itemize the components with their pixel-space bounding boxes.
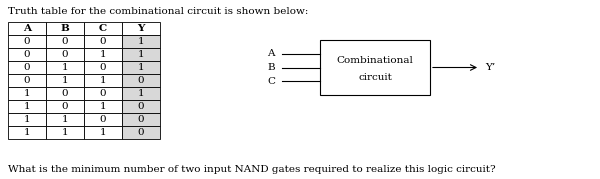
Text: A: A [23,24,31,33]
Text: 1: 1 [23,89,31,98]
Bar [122,48,160,61]
Text: 1: 1 [23,102,31,111]
Bar [8,126,46,139]
Text: 0: 0 [62,37,68,46]
Bar [122,74,160,87]
Bar [8,87,46,100]
Text: 0: 0 [137,115,145,124]
Text: 1: 1 [100,102,106,111]
Text: A: A [268,49,275,58]
Bar [84,35,122,48]
Text: What is the minimum number of two input NAND gates required to realize this logi: What is the minimum number of two input … [8,165,496,174]
Bar [84,61,122,74]
Bar [122,22,160,35]
Bar [8,35,46,48]
Text: 1: 1 [137,37,145,46]
Bar [8,61,46,74]
Text: 0: 0 [23,76,31,85]
Text: 1: 1 [62,63,68,72]
Text: 1: 1 [100,128,106,137]
Bar [46,35,84,48]
Text: 0: 0 [100,89,106,98]
Bar [46,48,84,61]
Text: 1: 1 [137,89,145,98]
Text: 1: 1 [62,76,68,85]
Bar [84,74,122,87]
Bar [320,40,430,95]
Bar [46,126,84,139]
Text: 0: 0 [62,102,68,111]
Bar [122,61,160,74]
Bar [84,22,122,35]
Bar [8,74,46,87]
Text: 0: 0 [100,115,106,124]
Bar [84,87,122,100]
Text: 0: 0 [23,63,31,72]
Bar [122,113,160,126]
Text: 0: 0 [100,37,106,46]
Text: B: B [268,63,275,72]
Text: 0: 0 [137,76,145,85]
Bar [46,22,84,35]
Bar [8,48,46,61]
Bar [46,100,84,113]
Bar [8,113,46,126]
Text: Y’: Y’ [485,63,495,72]
Text: 1: 1 [62,115,68,124]
Text: Combinational: Combinational [337,56,413,65]
Bar [46,61,84,74]
Bar [46,113,84,126]
Bar [84,126,122,139]
Bar [46,87,84,100]
Text: Y: Y [137,24,145,33]
Bar [84,100,122,113]
Text: 0: 0 [23,50,31,59]
Bar [122,126,160,139]
Text: 1: 1 [23,128,31,137]
Text: 0: 0 [137,102,145,111]
Bar [122,35,160,48]
Text: 1: 1 [23,115,31,124]
Bar [8,22,46,35]
Text: Truth table for the combinational circuit is shown below:: Truth table for the combinational circui… [8,7,308,16]
Bar [84,113,122,126]
Text: B: B [61,24,70,33]
Bar [122,100,160,113]
Text: 0: 0 [137,128,145,137]
Text: C: C [99,24,107,33]
Text: 0: 0 [62,89,68,98]
Text: 0: 0 [23,37,31,46]
Text: 0: 0 [62,50,68,59]
Text: 1: 1 [137,63,145,72]
Bar [84,48,122,61]
Text: 0: 0 [100,63,106,72]
Bar [46,74,84,87]
Text: circuit: circuit [358,73,392,82]
Bar [122,87,160,100]
Text: C: C [267,77,275,86]
Text: 1: 1 [100,50,106,59]
Text: 1: 1 [137,50,145,59]
Text: 1: 1 [62,128,68,137]
Text: 1: 1 [100,76,106,85]
Bar [8,100,46,113]
